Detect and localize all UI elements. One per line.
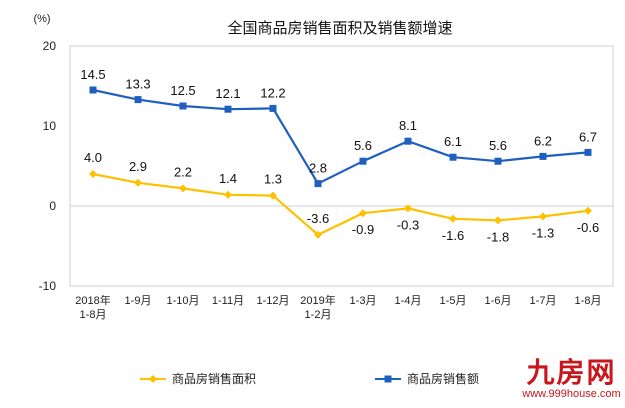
x-tick-label: 1-7月	[530, 295, 557, 307]
data-point	[269, 104, 277, 112]
data-point	[359, 157, 367, 165]
data-label: -1.3	[532, 225, 554, 240]
series-line-area	[92, 172, 589, 237]
x-tick-label: 1-10月	[166, 295, 199, 307]
data-point	[449, 214, 457, 223]
data-label: 5.6	[354, 138, 372, 153]
data-label: 6.2	[534, 133, 552, 148]
data-point	[494, 216, 502, 225]
legend-marker	[384, 375, 392, 383]
x-tick-label: 1-5月	[440, 295, 467, 307]
y-axis-unit: (%)	[33, 13, 50, 25]
x-tick-label: 1-11月	[212, 295, 244, 307]
data-label: 6.7	[579, 129, 597, 144]
data-label: -0.9	[352, 222, 374, 237]
data-label: -3.6	[307, 211, 329, 226]
data-point	[89, 170, 97, 178]
data-label: 1.4	[219, 171, 237, 186]
data-point	[449, 153, 457, 161]
plot-area	[69, 45, 614, 287]
data-label: 12.2	[260, 85, 285, 100]
data-label: 2.9	[129, 159, 147, 174]
data-label: -0.6	[577, 220, 599, 235]
data-point	[359, 209, 367, 218]
data-point	[494, 157, 502, 165]
data-point	[134, 178, 142, 187]
data-point	[269, 191, 277, 200]
watermark-url: www.999house.com	[522, 388, 621, 400]
data-label: 12.5	[170, 83, 195, 98]
data-label: 12.1	[215, 86, 240, 101]
x-tick-label: 2018年	[75, 293, 110, 307]
x-tick-label: 1-3月	[350, 295, 377, 307]
data-point	[179, 184, 187, 193]
data-point	[404, 204, 412, 213]
data-label: 1.3	[264, 172, 282, 187]
y-tick-label: 0	[49, 199, 56, 213]
legend-label: 商品房销售面积	[172, 371, 256, 386]
legend-label: 商品房销售额	[407, 371, 479, 386]
data-label: 8.1	[399, 118, 417, 133]
data-point	[584, 206, 592, 215]
x-tick-label: 1-9月	[125, 295, 152, 307]
data-label: 5.6	[489, 138, 507, 153]
y-tick-label: 20	[43, 39, 57, 53]
data-label: -1.6	[442, 228, 464, 243]
data-point	[224, 190, 232, 199]
data-point	[89, 86, 97, 94]
x-tick-label: 1-8月	[575, 295, 602, 307]
data-label: 13.3	[125, 77, 150, 92]
data-label: 2.8	[309, 161, 327, 176]
x-tick-label: 2019年	[300, 293, 335, 307]
data-label: 4.0	[84, 150, 102, 165]
x-tick-label: 1-2月	[305, 309, 332, 321]
data-label: -0.3	[397, 217, 419, 232]
data-label: 14.5	[80, 67, 105, 82]
data-point	[134, 96, 142, 104]
chart-title: 全国商品房销售面积及销售额增速	[227, 19, 452, 37]
data-point	[584, 148, 592, 156]
x-tick-label: 1-6月	[485, 295, 512, 307]
data-point	[314, 180, 322, 188]
series-line-sales	[92, 88, 589, 186]
data-point	[539, 152, 547, 160]
watermark-logo: 九房网 www.999house.com	[520, 358, 623, 401]
data-point	[179, 102, 187, 110]
data-label: 2.2	[174, 164, 192, 179]
x-tick-label: 1-8月	[80, 309, 107, 321]
x-tick-label: 1-12月	[256, 295, 289, 307]
data-point	[314, 230, 322, 239]
y-tick-label: 10	[43, 119, 57, 133]
data-label: -1.8	[487, 229, 509, 244]
data-point	[539, 212, 547, 221]
data-point	[404, 137, 412, 145]
y-tick-label: -10	[39, 279, 57, 293]
legend-marker	[149, 375, 157, 383]
data-point	[224, 105, 232, 113]
data-label: 6.1	[444, 134, 462, 149]
x-tick-label: 1-4月	[395, 295, 422, 307]
